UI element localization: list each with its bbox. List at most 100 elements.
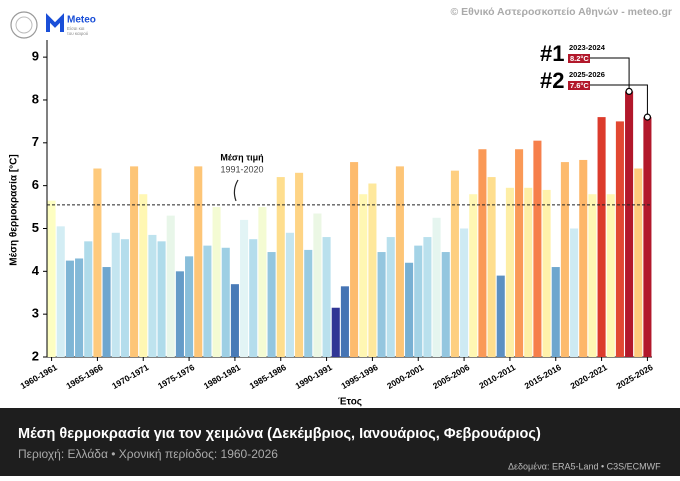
bar xyxy=(194,166,203,357)
x-tick-label: 1995-1996 xyxy=(339,362,379,391)
bar xyxy=(212,207,221,357)
bar xyxy=(304,249,313,357)
bar xyxy=(230,284,239,357)
x-tick-label: 2025-2026 xyxy=(614,362,654,391)
bar xyxy=(515,149,524,357)
bar xyxy=(551,267,560,357)
mean-pointer xyxy=(233,179,239,202)
y-tick-label: 9 xyxy=(32,49,39,64)
x-tick-label: 1965-1966 xyxy=(64,362,104,391)
bar xyxy=(203,245,212,357)
bar xyxy=(148,234,157,357)
bar xyxy=(441,252,450,357)
bar xyxy=(65,260,74,357)
logo-name: Meteo xyxy=(67,15,96,26)
bar xyxy=(240,219,249,357)
bar xyxy=(505,187,514,357)
bar xyxy=(560,162,569,357)
bar xyxy=(267,252,276,357)
bar xyxy=(340,286,349,357)
highlight-value: 7.6°C xyxy=(570,81,589,90)
observatory-logo xyxy=(10,11,38,39)
bar xyxy=(157,241,166,357)
x-tick-label: 2015-2016 xyxy=(523,362,563,391)
bar xyxy=(249,239,258,357)
bar xyxy=(533,140,542,357)
logo-tagline: Είσαι και xyxy=(67,26,84,31)
bar xyxy=(423,237,432,357)
x-tick-label: 1970-1971 xyxy=(110,362,150,391)
bar xyxy=(175,271,184,357)
bar xyxy=(313,213,322,357)
y-tick-label: 2 xyxy=(32,348,39,363)
mean-label: Μέση τιμή xyxy=(220,152,263,162)
highlight-marker xyxy=(643,113,652,121)
observatory-logo-inner xyxy=(15,16,33,34)
meteo-logo xyxy=(46,13,64,32)
highlight-marker xyxy=(625,87,633,96)
bar xyxy=(276,177,285,357)
highlight-connector xyxy=(590,57,630,89)
bar xyxy=(331,307,340,357)
bar xyxy=(606,194,615,357)
bar xyxy=(625,91,634,358)
bar xyxy=(185,256,194,357)
x-tick-label: 1975-1976 xyxy=(156,362,196,391)
bar xyxy=(469,194,478,357)
highlight-rank: #2 xyxy=(540,68,564,93)
highlight-rank: #1 xyxy=(540,41,564,66)
y-tick-label: 4 xyxy=(32,263,40,278)
y-tick-label: 3 xyxy=(32,306,39,321)
bar xyxy=(460,228,469,357)
x-tick-label: 2000-2001 xyxy=(385,362,425,391)
bar xyxy=(643,117,652,357)
source: Δεδομένα: ERA5-Land • C3S/ECMWF xyxy=(508,461,661,471)
y-tick-label: 8 xyxy=(32,91,39,106)
bar xyxy=(322,237,331,357)
bar xyxy=(542,189,551,357)
bar xyxy=(102,267,111,357)
x-tick-label: 1960-1961 xyxy=(18,362,58,391)
bar xyxy=(350,162,359,357)
highlight-badge xyxy=(568,54,590,63)
bar xyxy=(295,172,304,357)
bar xyxy=(405,262,414,357)
bar xyxy=(368,183,377,357)
bar xyxy=(414,245,423,357)
bar xyxy=(111,232,120,357)
bar xyxy=(570,228,579,357)
footer-band xyxy=(0,408,680,476)
highlight-badge xyxy=(568,81,590,90)
x-tick-label: 1990-1991 xyxy=(293,362,333,391)
bar xyxy=(120,239,129,357)
highlight-season: 2025-2026 xyxy=(569,70,605,79)
x-tick-label: 2005-2006 xyxy=(431,362,471,391)
bar xyxy=(359,194,368,357)
bar xyxy=(166,215,175,357)
bar xyxy=(258,207,267,357)
x-tick-label: 1980-1981 xyxy=(202,362,242,391)
x-axis-label: Έτος xyxy=(338,397,362,408)
bar xyxy=(496,275,505,357)
bar xyxy=(93,168,102,357)
y-axis-label: Μέση θερμοκρασία [°C] xyxy=(9,154,20,265)
logo-tagline: του καιρού xyxy=(67,30,89,36)
x-tick-label: 1985-1986 xyxy=(248,362,288,391)
highlight-season: 2023-2024 xyxy=(569,43,606,52)
bar xyxy=(75,258,84,357)
bar xyxy=(285,232,294,357)
bar xyxy=(579,159,588,357)
bar xyxy=(450,170,459,357)
chart-title: Μέση θερμοκρασία για τον χειμώνα (Δεκέμβ… xyxy=(18,426,541,442)
bar xyxy=(377,252,386,357)
bar xyxy=(56,226,65,357)
x-tick-label: 2020-2021 xyxy=(568,362,608,391)
bar xyxy=(478,149,487,357)
bar xyxy=(524,187,533,357)
bar xyxy=(47,200,56,357)
mean-period: 1991-2020 xyxy=(220,164,263,174)
bar xyxy=(615,121,624,357)
x-tick-label: 2010-2011 xyxy=(477,362,517,391)
highlight-connector xyxy=(590,84,648,115)
